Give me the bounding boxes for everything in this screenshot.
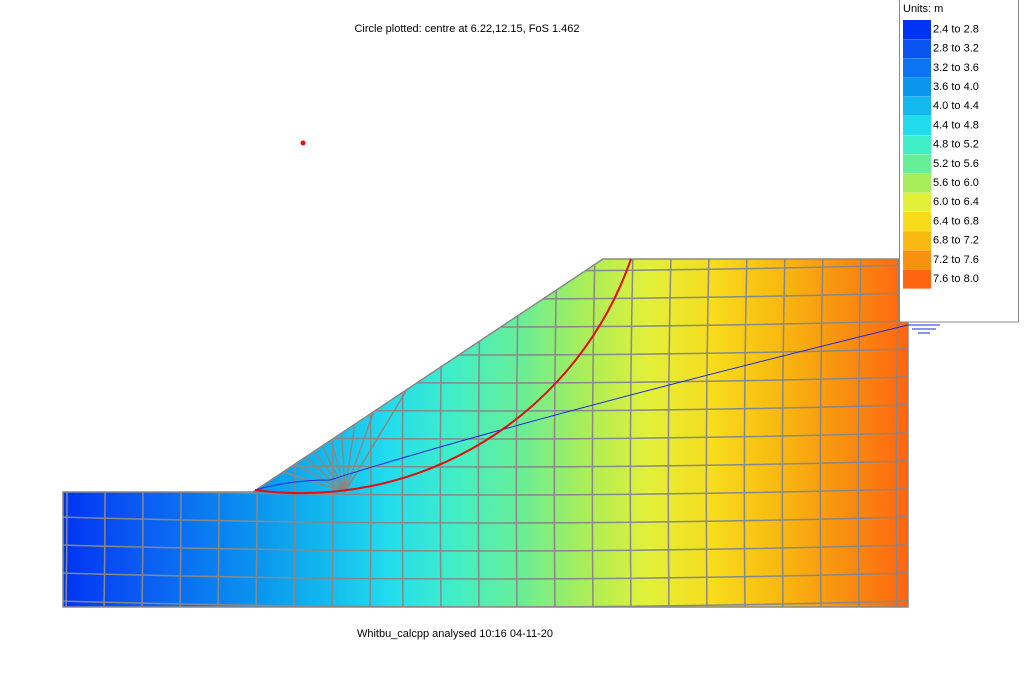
circle-centre (300, 140, 306, 146)
mesh-line (161, 259, 346, 493)
legend-swatch (903, 116, 931, 135)
legend-swatch (903, 269, 931, 289)
mesh-line (212, 259, 346, 493)
mesh-line (63, 544, 908, 552)
mesh-line (83, 343, 346, 493)
mesh-line (63, 600, 908, 607)
legend-label: 2.8 to 3.2 (933, 43, 979, 55)
slope-model (63, 259, 908, 607)
water-marker (908, 324, 940, 334)
legend-label: 4.8 to 5.2 (933, 139, 979, 151)
footer: Whitbu_calcpp analysed 10:16 04-11-20 (357, 628, 553, 640)
legend-label: 5.6 to 6.0 (933, 177, 979, 189)
mesh-line (781, 259, 786, 607)
legend-label: 7.2 to 7.6 (933, 254, 979, 266)
mesh-line (553, 259, 558, 607)
legend-swatch (903, 20, 931, 39)
mesh-line (268, 259, 346, 493)
mesh-line (857, 259, 862, 607)
legend-label: 3.2 to 3.6 (933, 62, 979, 74)
legend-swatch (903, 231, 931, 251)
legend-label: 6.0 to 6.4 (933, 196, 979, 208)
mesh-line (895, 259, 900, 607)
mesh-line (117, 294, 346, 493)
legend-swatch (903, 39, 931, 59)
phreatic-line (254, 324, 909, 491)
legend-swatch (903, 135, 931, 155)
legend-label: 6.8 to 7.2 (933, 235, 979, 247)
legend-label: 5.2 to 5.6 (933, 158, 979, 170)
legend-swatch (903, 173, 931, 193)
legend-swatch (903, 154, 931, 174)
mesh-line (591, 259, 596, 607)
mesh-line (629, 259, 634, 607)
mesh-line (63, 516, 908, 524)
mesh-line (819, 259, 824, 607)
mesh-line (63, 572, 908, 580)
legend-swatch (903, 58, 931, 78)
legend-swatch (903, 192, 931, 212)
legend-title: Units: m (903, 3, 943, 15)
legend-label: 6.4 to 6.8 (933, 215, 979, 227)
legend-swatch (903, 96, 931, 116)
legend-label: 2.4 to 2.8 (933, 23, 979, 35)
mesh-line (63, 398, 346, 493)
title: Circle plotted: centre at 6.22,12.15, Fo… (354, 23, 579, 35)
legend-label: 3.6 to 4.0 (933, 81, 979, 93)
legend: Units: m 2.4 to 2.8 2.8 to 3.2 3.2 to 3.6 3… (899, 0, 1019, 323)
legend-label: 7.6 to 8.0 (933, 273, 979, 285)
legend-swatch (903, 250, 931, 270)
legend-swatch (903, 77, 931, 97)
legend-label: 4.4 to 4.8 (933, 119, 979, 131)
slip-circle (254, 258, 632, 495)
legend-swatch (903, 212, 931, 231)
legend-label: 4.0 to 4.4 (933, 100, 979, 112)
